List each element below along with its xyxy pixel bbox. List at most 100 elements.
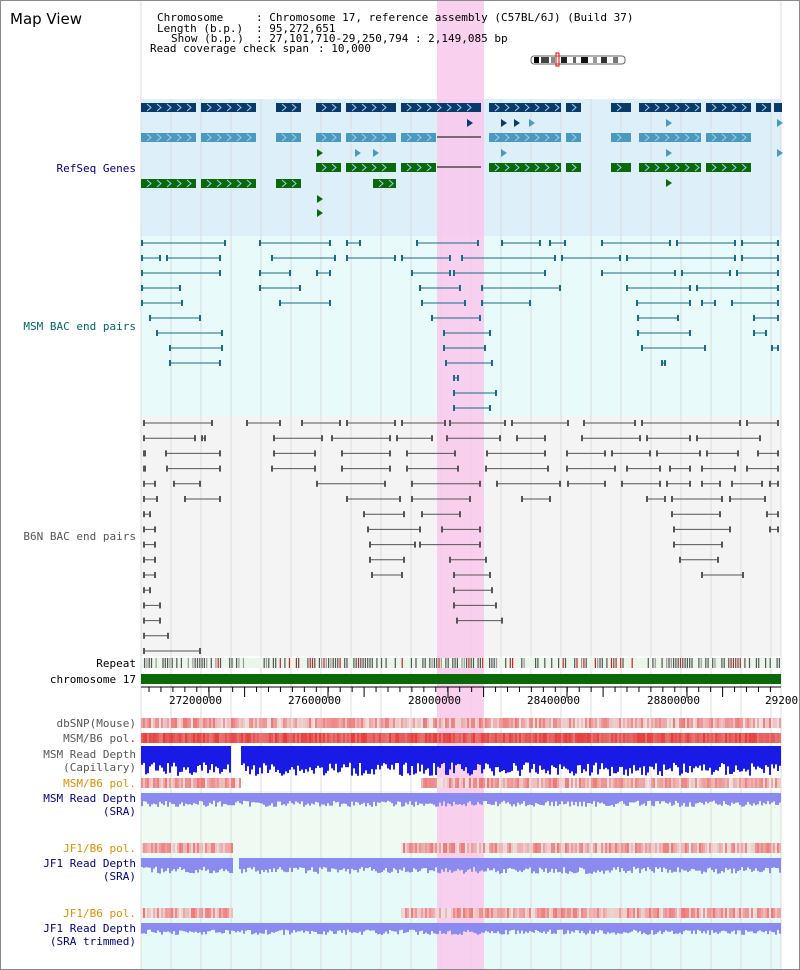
depth-bar	[197, 858, 199, 873]
jf1-depth-trim-label[interactable]: JF1 Read Depth	[43, 922, 136, 935]
density-cell	[519, 733, 521, 743]
jf1-depth-sra-label[interactable]: JF1 Read Depth	[43, 857, 136, 870]
depth-bar	[495, 858, 497, 873]
bac-end	[604, 480, 606, 487]
repeat-element	[728, 658, 730, 668]
depth-bar	[145, 923, 147, 934]
bac-end	[739, 420, 741, 426]
bac-end	[777, 511, 779, 518]
density-cell	[501, 778, 503, 788]
depth-bar	[201, 793, 203, 802]
density-cell	[441, 843, 443, 853]
density-cell	[603, 843, 605, 853]
show-value: : 27,101,710-29,250,794 : 2,149,085 bp	[256, 32, 508, 45]
msm-depth-sra-label[interactable]: MSM Read Depth	[43, 792, 136, 805]
depth-bar	[289, 793, 291, 802]
depth-bar	[265, 746, 267, 766]
depth-bar	[267, 923, 269, 935]
gene-feature	[706, 163, 751, 172]
depth-bar	[551, 858, 553, 869]
b6n-bac-label[interactable]: B6N BAC end pairs	[23, 530, 136, 543]
depth-bar	[213, 793, 215, 801]
depth-bar	[167, 793, 169, 807]
density-cell	[573, 733, 575, 743]
depth-bar	[399, 858, 401, 870]
depth-bar	[289, 746, 291, 770]
bac-end	[341, 450, 343, 457]
depth-bar	[497, 858, 499, 871]
density-cell	[193, 718, 195, 728]
depth-bar	[203, 923, 205, 933]
msm-b6-pol-label[interactable]: MSM/B6 pol.	[63, 732, 136, 745]
bac-end	[159, 255, 161, 261]
density-cell	[221, 843, 223, 853]
depth-bar	[779, 746, 781, 766]
repeat-element	[436, 658, 438, 668]
depth-bar	[637, 858, 639, 868]
density-cell	[325, 718, 327, 728]
msm-bac-label[interactable]: MSM BAC end pairs	[23, 320, 136, 333]
density-cell	[407, 718, 409, 728]
density-cell	[297, 733, 299, 743]
depth-bar	[217, 793, 219, 803]
depth-bar	[415, 858, 417, 870]
density-cell	[685, 908, 687, 918]
density-cell	[667, 733, 669, 743]
depth-bar	[757, 923, 759, 932]
bac-end	[449, 255, 451, 261]
jf1-b6-pol-label[interactable]: JF1/B6 pol.	[63, 842, 136, 855]
depth-bar	[563, 858, 565, 868]
msm-b6-pol-label-2[interactable]: MSM/B6 pol.	[63, 777, 136, 790]
depth-bar	[615, 746, 617, 774]
density-cell	[645, 908, 647, 918]
bac-end	[564, 240, 566, 246]
jf1-b6-pol-label-2[interactable]: JF1/B6 pol.	[63, 907, 136, 920]
depth-bar	[145, 858, 147, 868]
density-cell	[643, 778, 645, 788]
density-cell	[539, 718, 541, 728]
depth-bar	[263, 746, 265, 764]
density-cell	[625, 908, 627, 918]
depth-bar	[207, 858, 209, 870]
density-cell	[703, 843, 705, 853]
depth-bar	[319, 923, 321, 935]
gene-strand-arrow	[644, 133, 650, 142]
depth-bar	[657, 858, 659, 869]
bac-end	[411, 270, 413, 276]
dbsnp-label[interactable]: dbSNP(Mouse)	[56, 717, 136, 730]
density-cell	[437, 718, 439, 728]
depth-bar	[567, 923, 569, 931]
msm-depth-capillary-label[interactable]: MSM Read Depth	[43, 748, 136, 761]
density-cell	[709, 843, 711, 853]
density-cell	[507, 843, 509, 853]
bac-end	[141, 255, 143, 261]
density-cell	[713, 733, 715, 743]
depth-bar	[771, 746, 773, 765]
density-cell	[449, 778, 451, 788]
density-cell	[147, 733, 149, 743]
depth-bar	[215, 858, 217, 873]
depth-bar	[341, 746, 343, 768]
depth-bar	[561, 923, 563, 930]
density-cell	[613, 908, 615, 918]
depth-bar	[215, 746, 217, 767]
depth-bar	[325, 793, 327, 806]
gene-strand-arrow	[146, 103, 152, 112]
density-cell	[539, 733, 541, 743]
density-cell	[285, 718, 287, 728]
depth-bar	[635, 923, 637, 931]
depth-bar	[309, 746, 311, 768]
depth-bar	[217, 923, 219, 933]
density-cell	[145, 718, 147, 728]
bac-end	[289, 270, 291, 276]
density-cell	[509, 718, 511, 728]
bac-end	[419, 541, 421, 548]
depth-bar	[223, 923, 225, 934]
bac-end	[443, 330, 445, 336]
depth-bar	[309, 923, 311, 934]
bac-end	[701, 480, 703, 487]
refseq-genes-label[interactable]: RefSeq Genes	[56, 162, 136, 175]
density-cell	[731, 718, 733, 728]
depth-bar	[477, 923, 479, 935]
